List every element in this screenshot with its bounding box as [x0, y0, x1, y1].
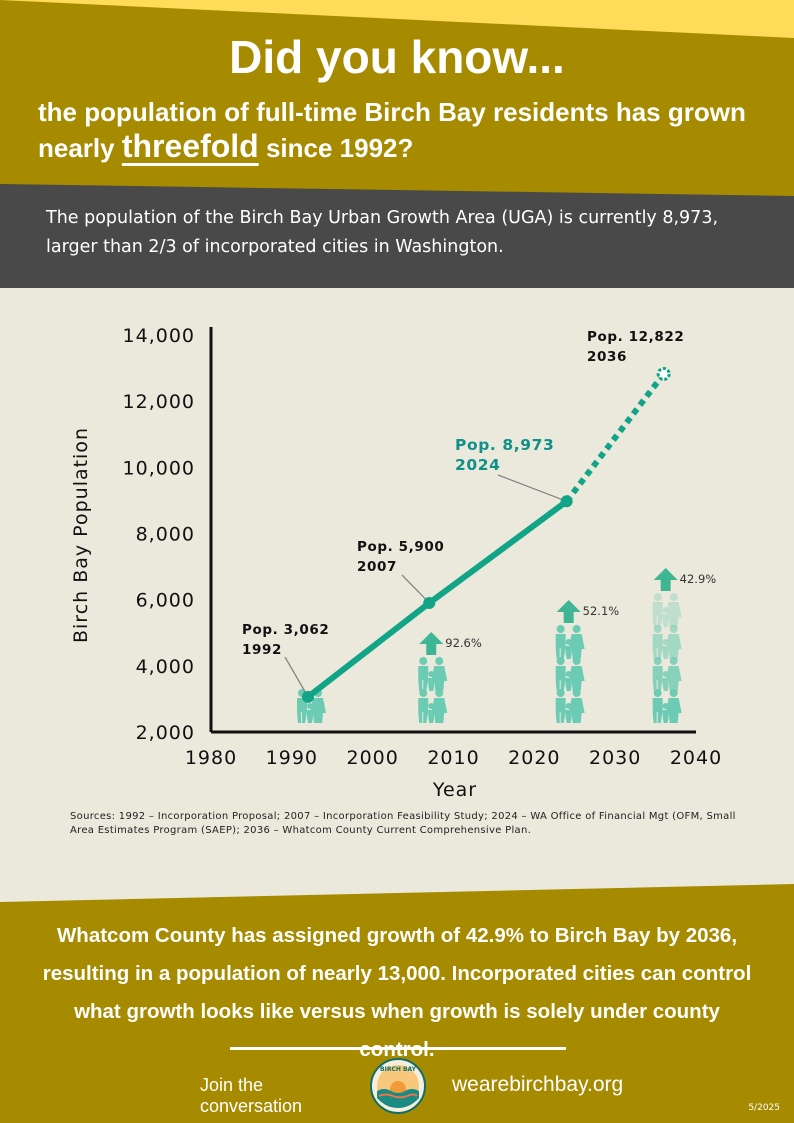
growth-arrow-icon: [419, 632, 444, 655]
subtitle-start: the population of full-time Birch Bay re…: [38, 97, 746, 163]
info-band: [0, 184, 794, 288]
family-icon: [652, 689, 682, 723]
annotation-value-label: Pop. 12,822: [587, 329, 684, 345]
annotation-leader-line: [401, 574, 430, 604]
y-axis-title: Birch Bay Population: [70, 427, 92, 643]
logo-text: BIRCH BAY: [380, 1066, 417, 1073]
annotation-value-label: Pop. 8,973: [455, 436, 554, 454]
x-tick-label: 2040: [670, 747, 722, 769]
growth-arrow-icon: [556, 600, 581, 623]
annotation-value-label: Pop. 3,062: [242, 622, 329, 638]
publish-date: 5/2025: [748, 1103, 780, 1113]
footer-statement: Whatcom County has assigned growth of 42…: [42, 924, 752, 1061]
data-point: [423, 596, 436, 609]
header-band: [0, 0, 794, 200]
x-tick-label: 2010: [427, 747, 479, 769]
y-tick-label: 8,000: [136, 524, 195, 546]
y-tick-label: 2,000: [136, 722, 195, 744]
join-text: Join the conversation: [200, 1075, 303, 1116]
annotation-year-label: 2036: [587, 349, 627, 365]
growth-label: 42.9%: [680, 572, 717, 586]
family-icon: [555, 657, 585, 691]
x-tick-label: 1990: [266, 747, 318, 769]
page-subtitle: the population of full-time Birch Bay re…: [38, 95, 768, 165]
growth-arrow-icon: [653, 568, 678, 591]
annotation-value-label: Pop. 5,900: [357, 539, 444, 555]
family-icon: [418, 657, 448, 691]
x-axis-title: Year: [432, 779, 477, 801]
subtitle-emphasis: threefold: [121, 128, 259, 164]
annotation-year-label: 2024: [455, 456, 501, 474]
family-icon: [555, 625, 585, 659]
x-tick-label: 2030: [589, 747, 641, 769]
projected-series-line: [564, 372, 667, 504]
annotation-leader-line: [284, 656, 309, 698]
subtitle-end: since 1992?: [258, 133, 414, 163]
y-tick-label: 4,000: [136, 656, 195, 678]
family-icon: [555, 689, 585, 723]
y-tick-label: 6,000: [136, 590, 195, 612]
family-icon: [652, 657, 682, 691]
population-chart: 92.6% 52.1% 42.9% 2,000 4,000 6,000 8,000 10,00…: [70, 325, 722, 801]
x-tick-label: 2000: [346, 747, 398, 769]
sources-note: Sources: 1992 – Incorporation Proposal; …: [70, 811, 736, 836]
growth-label: 52.1%: [583, 604, 620, 618]
projected-data-point: [656, 366, 671, 381]
data-point: [560, 495, 573, 508]
y-tick-label: 12,000: [123, 391, 195, 413]
annotation-year-label: 2007: [357, 559, 397, 575]
x-tick-label: 1980: [185, 747, 237, 769]
y-tick-label: 10,000: [123, 457, 195, 479]
growth-label: 92.6%: [445, 636, 482, 650]
x-tick-label: 2020: [508, 747, 560, 769]
footer-divider: [230, 1047, 566, 1050]
annotation-year-label: 1992: [242, 642, 282, 658]
page-title: Did you know...: [229, 31, 565, 83]
annotation-leader-line: [497, 474, 567, 502]
family-icon: [652, 593, 682, 627]
family-icon: [652, 625, 682, 659]
data-point: [302, 690, 314, 703]
family-icon: [418, 689, 448, 723]
birch-bay-logo[interactable]: BIRCH BAY: [370, 1058, 426, 1114]
info-text: The population of the Birch Bay Urban Gr…: [46, 208, 719, 257]
website-link[interactable]: wearebirchbay.org: [452, 1073, 624, 1096]
y-tick-label: 14,000: [123, 325, 195, 347]
